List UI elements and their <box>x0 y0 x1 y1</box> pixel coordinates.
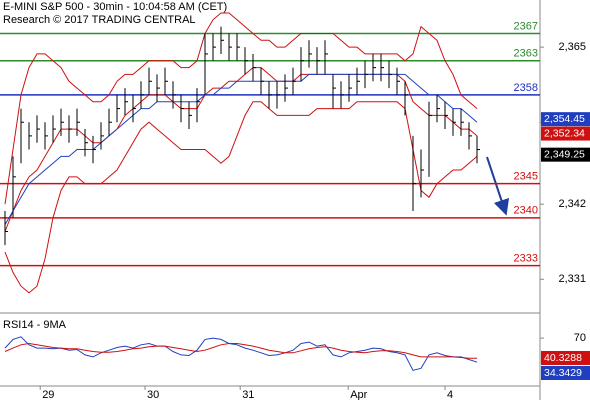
price-label: 2,354.45 <box>544 113 585 125</box>
forecast-arrow <box>486 156 510 216</box>
y-tick-label: 2,342 <box>558 198 586 210</box>
indicator-line <box>4 101 478 294</box>
value-label: 40.3288 <box>544 352 582 364</box>
value-label: 34.3429 <box>544 367 582 379</box>
value-label-box <box>541 365 590 380</box>
level-label: 2345 <box>514 171 538 183</box>
level-label: 2340 <box>514 205 538 217</box>
indicator-line <box>4 67 478 232</box>
x-tick-label: 29 <box>42 389 54 400</box>
y-tick-label: 70 <box>574 332 586 344</box>
indicator-line <box>4 12 478 205</box>
price-label-box <box>541 112 590 127</box>
value-label-box <box>541 350 590 365</box>
level-label: 2367 <box>514 20 538 32</box>
x-tick-label: Apr <box>350 389 367 400</box>
rsi-title: RSI14 - 9MA <box>3 319 67 331</box>
y-tick-label: 2,365 <box>558 41 586 53</box>
level-label: 2363 <box>514 48 538 60</box>
rsi-line <box>4 336 478 371</box>
chart-subtitle: Research © 2017 TRADING CENTRAL <box>3 14 196 26</box>
x-tick-label: 30 <box>147 389 159 400</box>
price-label: 2,349.25 <box>544 148 585 160</box>
x-tick-label: 31 <box>242 389 254 400</box>
price-label-box <box>541 126 590 141</box>
price-label-box <box>541 147 590 162</box>
chart-title: E-MINI S&P 500 - 30min - 10:04:58 AM (CE… <box>3 1 227 13</box>
x-tick-label: 4 <box>447 389 453 400</box>
level-label: 2358 <box>514 82 538 94</box>
price-label: 2,352.34 <box>544 127 585 139</box>
y-tick-label: 2,331 <box>558 273 586 285</box>
rsi-line <box>4 342 477 359</box>
indicator-line <box>4 73 478 225</box>
level-label: 2333 <box>514 253 538 265</box>
